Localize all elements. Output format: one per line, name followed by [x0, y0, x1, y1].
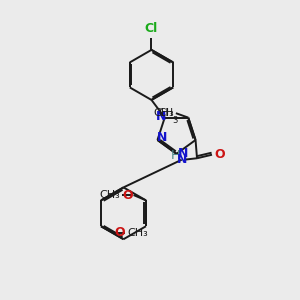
Text: O: O	[214, 148, 225, 161]
Text: CH₃: CH₃	[99, 190, 120, 200]
Text: Cl: Cl	[145, 22, 158, 34]
Text: N: N	[155, 110, 166, 123]
Text: O: O	[122, 188, 133, 202]
Text: 3: 3	[172, 116, 177, 124]
Text: N: N	[178, 147, 188, 160]
Text: N: N	[156, 130, 167, 143]
Text: O: O	[114, 226, 124, 239]
Text: N: N	[177, 153, 188, 166]
Text: CH₃: CH₃	[127, 228, 148, 238]
Text: CH₃: CH₃	[154, 108, 174, 118]
Text: H: H	[171, 149, 181, 162]
Text: CH: CH	[159, 108, 174, 118]
